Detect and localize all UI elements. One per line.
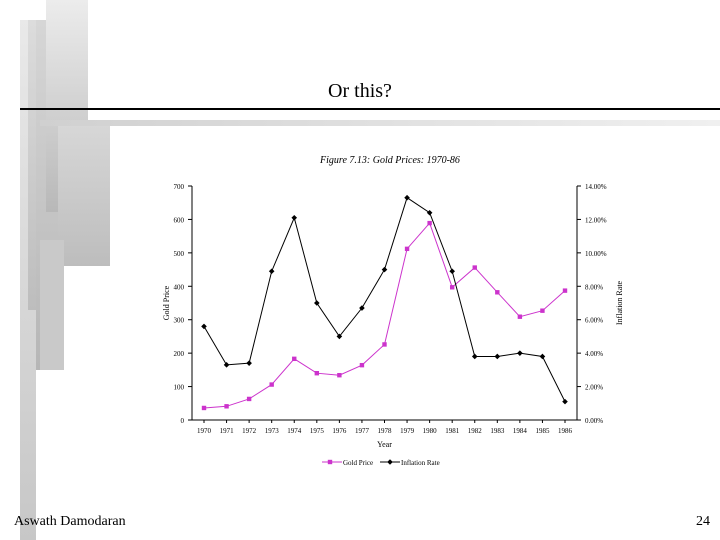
decor-bar-6: [40, 120, 720, 126]
legend-inflation-marker: [387, 459, 393, 465]
inflation-rate-point: [314, 300, 320, 306]
x-tick-label: 1974: [287, 427, 302, 435]
gold-price-point: [562, 288, 568, 293]
legend-inflation-label: Inflation Rate: [401, 459, 440, 467]
title-rule: [20, 108, 720, 110]
y-right-tick-label: 8.00%: [585, 283, 603, 291]
x-tick-label: 1984: [513, 427, 528, 435]
legend-gold-label: Gold Price: [343, 459, 373, 467]
gold-price-point: [540, 308, 545, 313]
inflation-rate-point: [517, 350, 523, 356]
x-tick-label: 1975: [310, 427, 325, 435]
gold-price-point: [314, 371, 320, 376]
x-tick-label: 1976: [332, 427, 347, 435]
x-tick-label: 1970: [197, 427, 212, 435]
x-tick-label: 1979: [400, 427, 415, 435]
inflation-rate-point: [201, 323, 207, 330]
x-tick-label: 1971: [220, 427, 235, 435]
inflation-rate-point: [539, 353, 546, 360]
footer-author: Aswath Damodaran: [14, 514, 126, 529]
chart-title: Figure 7.13: Gold Prices: 1970-86: [319, 155, 460, 166]
chart-background: [120, 140, 640, 488]
inflation-rate-point: [426, 209, 433, 216]
y-right-tick-label: 10.00%: [585, 250, 607, 258]
gold-price-point: [201, 405, 207, 411]
x-tick-label: 1981: [445, 427, 460, 435]
gold-price-point: [382, 342, 387, 347]
y-left-axis-title: Gold Price: [162, 285, 171, 320]
y-left-tick-label: 200: [174, 350, 185, 358]
y-right-tick-label: 0.00%: [585, 417, 603, 425]
y-right-tick-label: 14.00%: [585, 183, 607, 191]
gold-price-point: [292, 356, 297, 362]
x-tick-label: 1973: [265, 427, 280, 435]
y-right-tick-label: 2.00%: [585, 384, 603, 392]
inflation-rate-point: [404, 194, 410, 201]
y-right-axis-title: Inflation Rate: [615, 280, 624, 325]
x-tick-label: 1983: [490, 427, 505, 435]
inflation-rate-point: [223, 362, 230, 368]
x-tick-label: 1986: [558, 427, 573, 435]
gold-price-point: [495, 290, 500, 295]
y-left-tick-label: 0: [181, 417, 185, 425]
inflation-rate-point: [336, 333, 343, 340]
inflation-rate-point: [359, 305, 365, 311]
inflation-rate-point: [268, 268, 275, 275]
y-left-tick-label: 600: [174, 216, 185, 224]
slide-title: Or this?: [328, 80, 392, 102]
inflation-rate-point: [291, 214, 298, 221]
y-right-tick-label: 4.00%: [585, 350, 603, 358]
x-axis-title: Year: [377, 440, 392, 449]
inflation-rate-point: [449, 268, 455, 275]
x-tick-label: 1972: [242, 427, 257, 435]
y-left-tick-label: 500: [174, 250, 185, 258]
gold-price-point: [427, 220, 432, 226]
gold-price-point: [246, 396, 252, 402]
y-left-tick-label: 700: [174, 183, 185, 191]
inflation-rate-point: [471, 353, 478, 360]
y-right-tick-label: 12.00%: [585, 216, 607, 224]
gold-price-point: [269, 382, 274, 387]
legend-gold-marker: [327, 459, 333, 465]
y-left-tick-label: 100: [174, 384, 185, 392]
gold-price-point: [404, 246, 410, 252]
decor-bar-7: [40, 240, 64, 370]
gold-price-point: [337, 373, 342, 378]
inflation-rate-point: [494, 353, 501, 360]
y-right-tick-label: 6.00%: [585, 317, 603, 325]
page-number: 24: [696, 514, 710, 529]
gold-price-point: [224, 404, 229, 409]
x-tick-label: 1985: [535, 427, 550, 435]
gold-price-point: [517, 314, 523, 319]
gold-price-point: [359, 362, 365, 368]
x-tick-label: 1982: [468, 427, 483, 435]
decor-bar-5: [58, 120, 110, 266]
y-left-tick-label: 400: [174, 283, 185, 291]
inflation-rate-point: [246, 360, 252, 366]
inflation-rate-point: [381, 266, 388, 273]
inflation-rate-point: [562, 398, 568, 405]
y-left-tick-label: 300: [174, 317, 185, 325]
x-tick-label: 1977: [355, 427, 370, 435]
gold-price-point: [449, 285, 455, 290]
gold-price-point: [472, 265, 477, 270]
x-tick-label: 1980: [423, 427, 438, 435]
x-tick-label: 1978: [378, 427, 393, 435]
